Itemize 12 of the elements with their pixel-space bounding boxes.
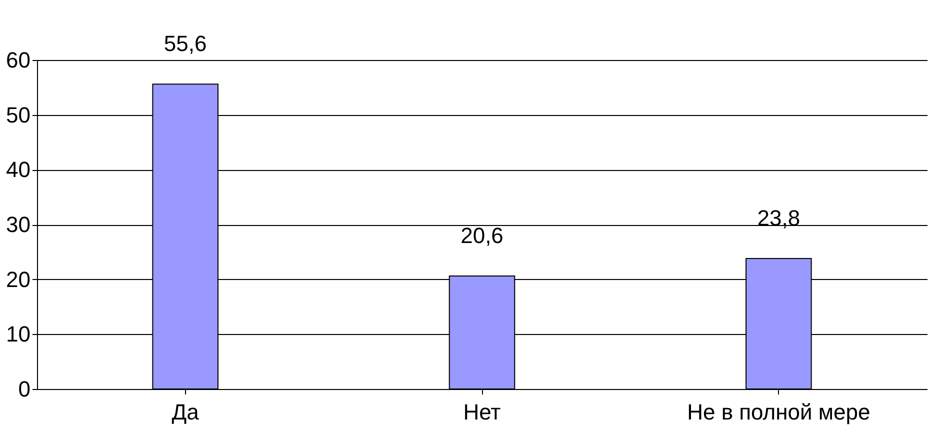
x-tick-label: Не в полной мере (687, 400, 870, 424)
data-label: 20,6 (460, 223, 504, 248)
y-tick-label: 40 (6, 157, 30, 182)
y-tick-label: 30 (6, 212, 30, 237)
x-tick-label: Да (172, 400, 200, 424)
x-tick-label: Нет (463, 400, 501, 424)
data-label: 55,6 (164, 31, 207, 56)
y-tick-label: 50 (6, 102, 30, 128)
y-tick-label: 60 (6, 48, 30, 72)
y-tick-label: 10 (6, 322, 30, 347)
y-tick-label: 0 (18, 376, 30, 402)
y-tick-label: 20 (6, 266, 30, 292)
